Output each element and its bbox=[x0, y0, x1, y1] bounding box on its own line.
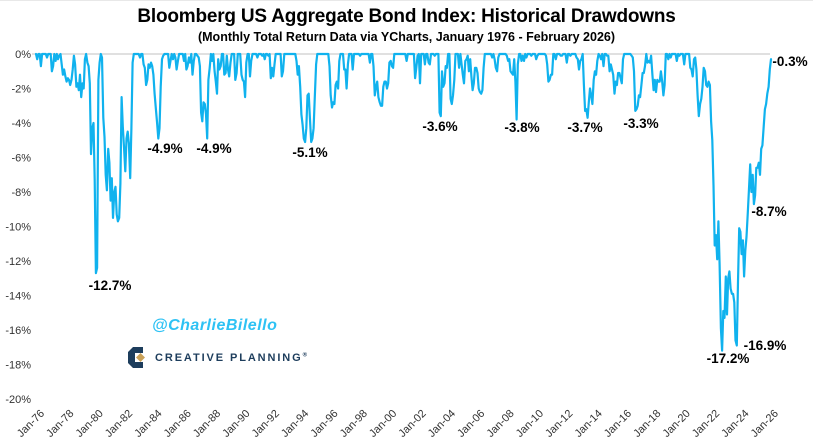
data-point-label: -3.7% bbox=[567, 120, 602, 135]
data-point-label: -3.6% bbox=[422, 119, 457, 134]
creative-planning-logo: CREATIVE PLANNING® bbox=[127, 346, 309, 369]
x-axis-tick-label: Jan-26 bbox=[749, 408, 781, 440]
data-point-label: -16.9% bbox=[744, 338, 787, 353]
y-axis-tick-label: -14% bbox=[5, 291, 31, 303]
data-point-label: -8.7% bbox=[751, 204, 786, 219]
x-axis-tick-label: Jan-80 bbox=[74, 408, 106, 440]
x-axis-tick-label: Jan-90 bbox=[220, 408, 252, 440]
x-axis-tick-label: Jan-20 bbox=[661, 408, 693, 440]
x-axis-tick-label: Jan-92 bbox=[250, 408, 282, 440]
x-axis-tick-label: Jan-10 bbox=[514, 408, 546, 440]
x-axis-tick-label: Jan-02 bbox=[396, 408, 428, 440]
x-axis-tick-label: Jan-12 bbox=[543, 408, 575, 440]
y-axis-tick-label: 0% bbox=[15, 49, 31, 61]
drawdown-series-line bbox=[34, 52, 773, 352]
x-axis-tick-label: Jan-16 bbox=[602, 408, 634, 440]
y-axis-tick-label: -20% bbox=[5, 394, 31, 406]
data-point-label: -17.2% bbox=[707, 351, 750, 366]
data-point-label: -3.3% bbox=[623, 116, 658, 131]
data-point-label: -12.7% bbox=[89, 278, 132, 293]
x-axis-tick-label: Jan-14 bbox=[573, 408, 605, 440]
y-axis-tick-label: -4% bbox=[11, 118, 31, 130]
x-axis-tick-label: Jan-06 bbox=[455, 408, 487, 440]
page-subtitle: (Monthly Total Return Data via YCharts, … bbox=[197, 30, 616, 44]
x-axis-tick-label: Jan-98 bbox=[338, 408, 370, 440]
data-point-label: -5.1% bbox=[292, 145, 327, 160]
logo-text: CREATIVE PLANNING® bbox=[155, 352, 309, 364]
x-axis-tick-label: Jan-08 bbox=[484, 408, 516, 440]
y-axis-tick-label: -8% bbox=[11, 187, 31, 199]
y-axis-tick-label: -18% bbox=[5, 360, 31, 372]
x-axis-tick-label: Jan-94 bbox=[279, 408, 311, 440]
y-axis-tick-label: -10% bbox=[5, 222, 31, 234]
x-axis-tick-label: Jan-88 bbox=[191, 408, 223, 440]
y-axis-tick-label: -2% bbox=[11, 84, 31, 96]
data-point-label: -3.8% bbox=[504, 120, 539, 135]
creative-planning-c-icon bbox=[128, 347, 145, 368]
logo-wordmark: CREATIVE PLANNING bbox=[155, 351, 303, 364]
x-axis-tick-label: Jan-00 bbox=[367, 408, 399, 440]
watermark-handle: @CharlieBilello bbox=[152, 317, 278, 334]
y-axis-tick-label: -12% bbox=[5, 256, 31, 268]
logo-trademark: ® bbox=[302, 351, 309, 358]
x-axis-tick-label: Jan-18 bbox=[631, 408, 663, 440]
x-axis-tick-label: Jan-84 bbox=[132, 408, 164, 440]
x-axis-tick-label: Jan-24 bbox=[719, 408, 751, 440]
x-axis-tick-label: Jan-76 bbox=[15, 408, 47, 440]
y-axis-tick-label: -6% bbox=[11, 153, 31, 165]
x-axis-tick-label: Jan-78 bbox=[44, 408, 76, 440]
x-axis-tick-label: Jan-22 bbox=[690, 408, 722, 440]
x-axis-tick-label: Jan-86 bbox=[162, 408, 194, 440]
x-axis-tick-label: Jan-04 bbox=[426, 408, 458, 440]
data-point-label: -4.9% bbox=[196, 141, 231, 156]
page-title: Bloomberg US Aggregate Bond Index: Histo… bbox=[137, 6, 676, 27]
x-axis-tick-label: Jan-82 bbox=[103, 408, 135, 440]
x-axis-tick-label: Jan-96 bbox=[308, 408, 340, 440]
data-point-label: -4.9% bbox=[147, 141, 182, 156]
y-axis-tick-label: -16% bbox=[5, 325, 31, 337]
data-point-label: -0.3% bbox=[772, 54, 807, 69]
